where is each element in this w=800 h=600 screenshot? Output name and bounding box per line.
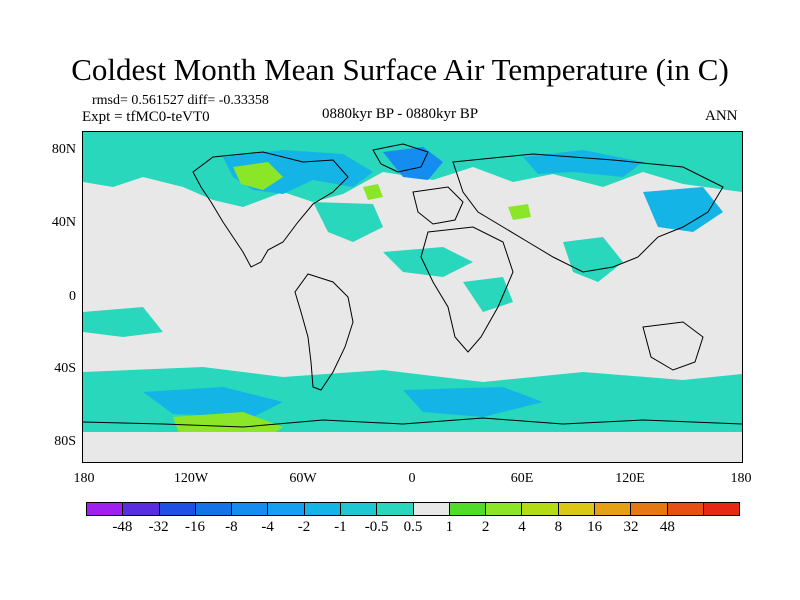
colorbar [86,502,741,516]
colorbar-swatch [122,502,159,516]
colorbar-label: 8 [554,519,563,535]
experiment-text: Expt = tfMC0-teVT0 [82,109,210,125]
colorbar-label: -32 [148,519,169,535]
colorbar-swatch [339,502,377,516]
lon-label-180e: 180 [730,471,752,486]
lat-label-40n: 40N [51,215,76,230]
colorbar-swatch [231,502,268,516]
colorbar-label: 4 [518,519,526,535]
lon-label-60e: 60E [510,471,534,486]
map-svg [83,132,742,462]
colorbar-label: -16 [185,519,205,535]
colorbar-swatch [158,502,195,516]
lon-label-60w: 60W [289,471,317,486]
colorbar-label: -0.5 [364,519,389,535]
lat-label-0: 0 [69,289,76,304]
world-map [82,131,743,463]
colorbar-swatch [666,502,703,516]
colorbar-label: -4 [261,519,274,535]
chart-title: Coldest Month Mean Surface Air Temperatu… [71,52,729,87]
colorbar-swatch [485,502,522,516]
colorbar-swatch [557,502,594,516]
colorbar-label: 16 [587,519,603,535]
lon-label-0: 0 [408,471,416,486]
colorbar-label: -8 [225,519,238,535]
colorbar-swatch [593,502,631,516]
lat-label-80s: 80S [54,434,76,449]
season-text: ANN [705,108,738,124]
colorbar-swatch [376,502,413,516]
colorbar-swatch [521,502,558,516]
colorbar-label: -2 [297,519,311,535]
colorbar-swatch [448,502,486,516]
lon-label-120e: 120E [615,471,645,486]
colorbar-label: 32 [623,519,639,535]
colorbar-swatch [194,502,232,516]
colorbar-label: 0.5 [403,519,423,535]
colorbar-swatch [86,502,123,516]
colorbar-swatch [702,502,741,516]
colorbar-swatch [412,502,449,516]
colorbar-swatch [630,502,667,516]
lon-label-180w: 180 [73,471,95,486]
colorbar-swatch [303,502,340,516]
lat-label-40s: 40S [54,361,76,376]
stats-text: rmsd= 0.561527 diff= -0.33358 [92,93,269,108]
colorbar-label: -1 [334,519,347,535]
lon-label-120w: 120W [173,471,209,486]
colorbar-label: 2 [481,519,490,535]
period-text: 0880kyr BP - 0880kyr BP [322,106,479,122]
lat-label-80n: 80N [51,142,76,157]
colorbar-label: 48 [659,519,675,535]
colorbar-swatch [267,502,304,516]
colorbar-label: 1 [445,519,454,535]
colorbar-label: -48 [112,519,133,535]
